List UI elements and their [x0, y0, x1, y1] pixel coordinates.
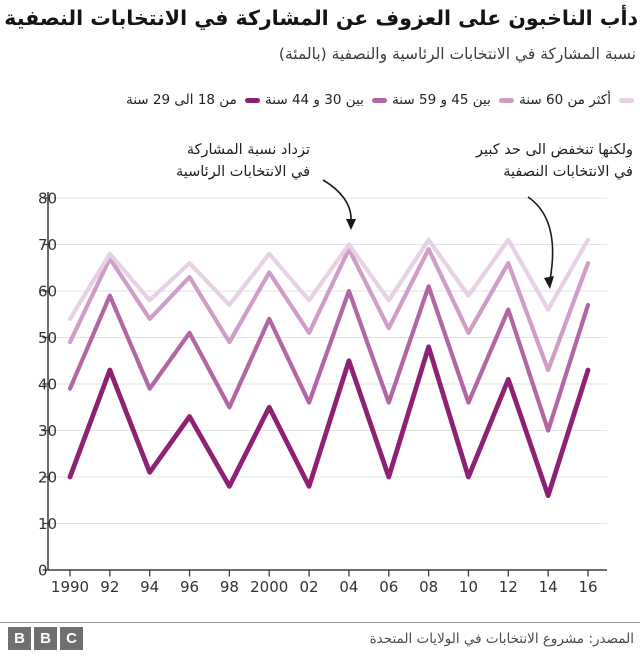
y-tick-label: 30 — [38, 422, 57, 440]
annotation-presidential: تزداد نسبة المشاركة في الانتخابات الرئاس… — [176, 139, 310, 183]
legend-swatch-60plus-icon — [619, 97, 634, 103]
x-axis-labels: 1990 92 94 96 98 2000 02 04 06 08 10 12 14 16 — [51, 578, 598, 596]
y-tick-label: 10 — [38, 515, 57, 533]
footer-divider — [0, 622, 640, 623]
x-tick-label: 1990 — [51, 578, 89, 596]
x-tick-label: 06 — [379, 578, 398, 596]
annotation-line: في الانتخابات النصفية — [503, 164, 633, 180]
legend-swatch-30-44-icon — [371, 97, 387, 103]
bbc-logo-block: C — [60, 627, 83, 650]
series-line-2 — [67, 247, 591, 373]
legend-item-45-59: بين 45 و 59 سنة — [392, 92, 514, 108]
legend-label: بين 30 و 44 سنة — [265, 92, 364, 108]
y-tick-label: 80 — [38, 190, 57, 208]
y-tick-label: 70 — [38, 236, 57, 254]
annotation-midterm: ولكنها تنخفض الى حد كبير في الانتخابات ا… — [476, 139, 633, 183]
bbc-logo-block: B — [8, 627, 31, 650]
x-tick-label: 02 — [300, 578, 319, 596]
bbc-logo: B B C — [8, 627, 83, 650]
y-axis-labels: 0 10 20 30 40 50 60 70 80 — [38, 190, 57, 580]
x-tick-label: 04 — [339, 578, 358, 596]
data-series — [67, 237, 591, 499]
arrowhead-midterm-icon — [544, 276, 554, 289]
annotation-line: ولكنها تنخفض الى حد كبير — [476, 142, 633, 158]
legend-swatch-18-29-icon — [244, 97, 260, 103]
x-tick-label: 96 — [180, 578, 199, 596]
bbc-logo-block: B — [34, 627, 57, 650]
axis-ticks — [42, 197, 589, 577]
y-tick-label: 0 — [38, 562, 48, 580]
arrowhead-presidential-icon — [346, 219, 356, 230]
annotation-line: في الانتخابات الرئاسية — [175, 164, 310, 180]
legend-label: أكثر من 60 سنة — [519, 92, 611, 108]
x-tick-label: 12 — [499, 578, 518, 596]
arrow-to-presidential-peak — [322, 179, 352, 222]
legend-item-18-29: من 18 الى 29 سنة — [126, 92, 260, 108]
annotation-arrows — [322, 179, 554, 289]
axes — [47, 192, 607, 571]
x-tick-label: 98 — [220, 578, 239, 596]
series-line-1 — [67, 284, 591, 433]
x-tick-label: 94 — [140, 578, 159, 596]
y-tick-label: 60 — [38, 283, 57, 301]
legend-label: من 18 الى 29 سنة — [126, 92, 237, 108]
x-tick-label: 92 — [100, 578, 119, 596]
series-line-3 — [67, 237, 591, 321]
x-tick-label: 10 — [459, 578, 478, 596]
y-tick-label: 20 — [38, 469, 57, 487]
chart-legend: أكثر من 60 سنة بين 45 و 59 سنة بين 30 و … — [126, 92, 634, 108]
x-tick-label: 14 — [539, 578, 558, 596]
chart-subtitle: نسبة المشاركة في الانتخابات الرئاسية وال… — [278, 45, 636, 63]
y-tick-label: 40 — [38, 376, 57, 394]
legend-item-60plus: أكثر من 60 سنة — [519, 92, 634, 108]
legend-label: بين 45 و 59 سنة — [392, 92, 491, 108]
legend-swatch-45-59-icon — [498, 97, 514, 103]
annotation-line: تزداد نسبة المشاركة — [186, 142, 310, 158]
series-line-0 — [67, 344, 591, 499]
x-tick-label: 16 — [578, 578, 597, 596]
page-title: دأب الناخبون على العزوف عن المشاركة في ا… — [4, 6, 638, 30]
legend-item-30-44: بين 30 و 44 سنة — [265, 92, 387, 108]
x-tick-label: 08 — [419, 578, 438, 596]
arrow-to-midterm-trough — [527, 196, 554, 281]
y-tick-label: 50 — [38, 329, 57, 347]
source-text: المصدر: مشروع الانتخابات في الولايات الم… — [369, 631, 634, 647]
x-tick-label: 2000 — [250, 578, 288, 596]
